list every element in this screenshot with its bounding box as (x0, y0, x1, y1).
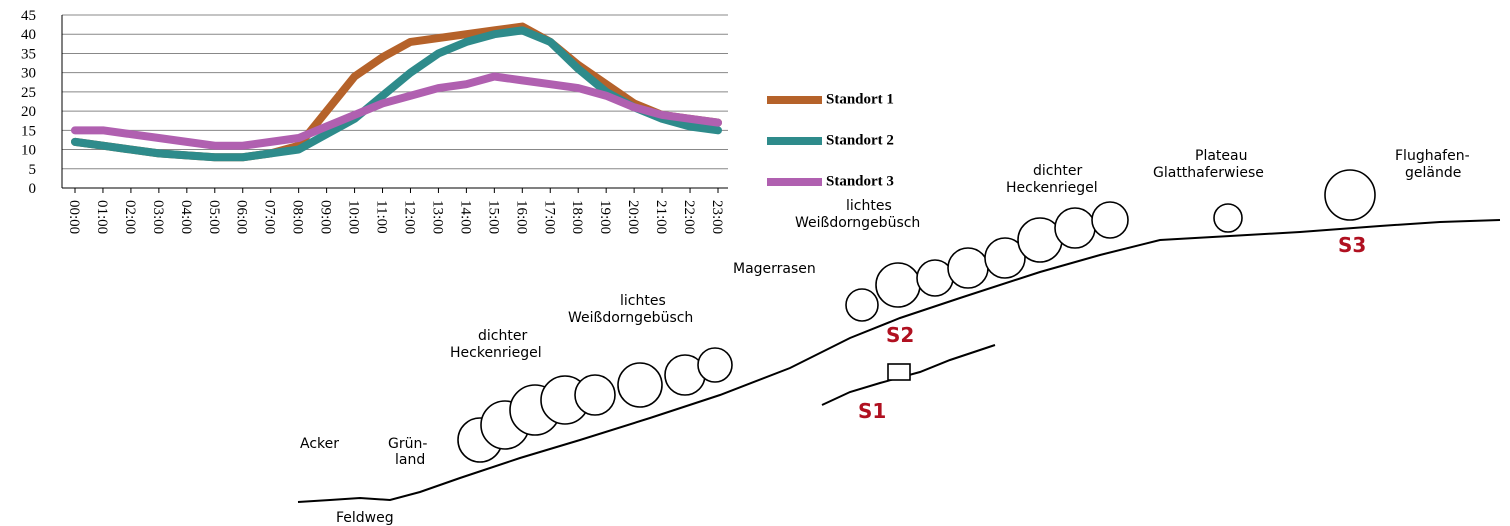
station-box (888, 364, 910, 380)
legend-label: Standort 1 (826, 91, 894, 107)
x-tick-label: 11:00 (374, 200, 390, 234)
x-tick-label: 19:00 (597, 200, 613, 234)
x-tick-label: 02:00 (122, 200, 138, 234)
x-tick-label: 17:00 (541, 200, 557, 234)
x-tick-label: 21:00 (653, 200, 669, 234)
x-tick-label: 22:00 (681, 200, 697, 234)
y-tick-label: 20 (21, 104, 36, 120)
label-flughafen: Flughafen-gelände (1395, 148, 1470, 181)
label-magerrasen: Magerrasen (733, 261, 816, 277)
x-tick-label: 09:00 (318, 200, 334, 234)
y-tick-label: 10 (21, 143, 36, 159)
legend-label: Standort 3 (826, 173, 894, 189)
y-tick-label: 5 (29, 162, 37, 178)
x-tick-label: 15:00 (485, 200, 501, 234)
x-tick-label: 10:00 (346, 200, 362, 234)
x-tick-label: 20:00 (625, 200, 641, 234)
line-chart: 0 5 10 15 20 25 30 35 40 45 00:00 01:00 02:00 03:00 04… (21, 8, 894, 234)
page: Acker Grün-land Feldweg dichterHeckenrie… (0, 0, 1510, 526)
x-tick-label: 06:00 (234, 200, 250, 234)
x-tick-label: 01:00 (94, 200, 110, 234)
y-tick-label: 45 (21, 8, 36, 24)
station-s2: S2 (886, 323, 914, 347)
x-tick-label: 03:00 (150, 200, 166, 234)
x-tick-label: 04:00 (178, 200, 194, 234)
bushes-upper (846, 170, 1375, 321)
x-tick-label: 00:00 (66, 200, 82, 234)
x-tick-label: 13:00 (429, 200, 445, 234)
x-tick-label: 12:00 (401, 200, 417, 234)
station-s1: S1 (858, 399, 886, 423)
x-tick-label: 18:00 (569, 200, 585, 234)
x-tick-label: 08:00 (290, 200, 306, 234)
y-tick-label: 15 (21, 123, 36, 139)
x-tick-label: 16:00 (513, 200, 529, 234)
y-tick-label: 0 (29, 181, 37, 197)
y-tick-label: 30 (21, 66, 36, 82)
label-gruenland: Grün-land (388, 436, 427, 468)
x-tick-label: 07:00 (262, 200, 278, 234)
x-tick-label: 05:00 (206, 200, 222, 234)
x-tick-label: 14:00 (457, 200, 473, 234)
y-tick-label: 40 (21, 27, 36, 43)
label-acker: Acker (300, 436, 339, 452)
y-tick-label: 25 (21, 85, 36, 101)
station-s3: S3 (1338, 233, 1366, 257)
y-tick-label: 35 (21, 46, 36, 62)
legend-label: Standort 2 (826, 132, 894, 148)
label-feldweg: Feldweg (336, 510, 394, 526)
x-tick-label: 23:00 (709, 200, 725, 234)
